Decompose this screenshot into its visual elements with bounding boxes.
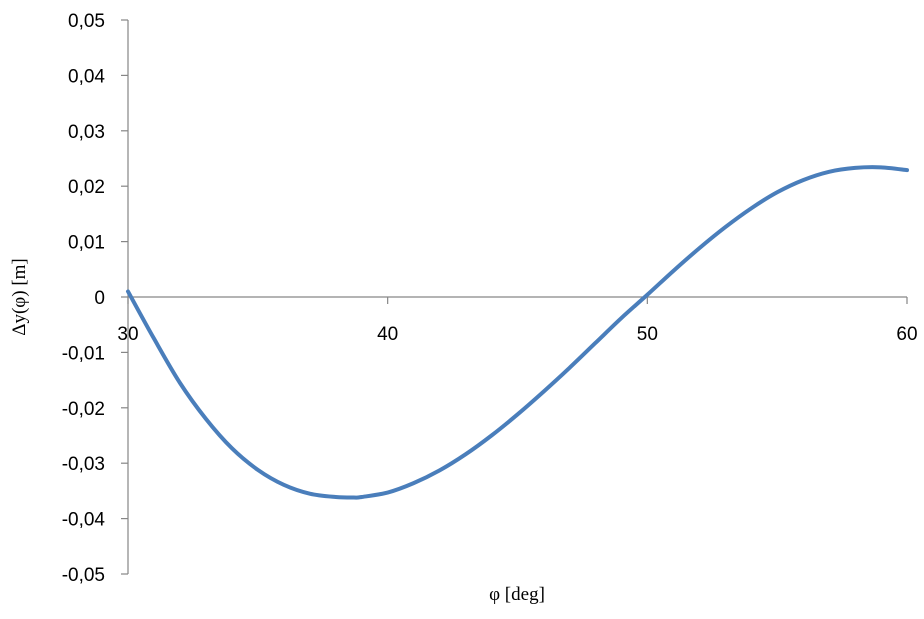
x-axis-title: φ [deg] [489, 584, 545, 605]
y-tick-label: 0,04 [68, 66, 105, 87]
y-tick-label: -0,05 [62, 565, 105, 586]
series-line [126, 165, 909, 500]
y-tick-label: 0 [94, 288, 105, 309]
y-tick-label: -0,01 [62, 343, 105, 364]
x-axis: 30 40 50 60 [117, 296, 918, 345]
y-tick-label: -0,03 [62, 454, 105, 475]
y-tick-label: 0,03 [68, 122, 105, 143]
x-tick-label: 40 [377, 324, 398, 345]
y-tick-label: -0,04 [62, 510, 106, 531]
y-tick-label: 0,02 [68, 177, 105, 198]
x-tick-label: 30 [117, 324, 138, 345]
y-tick-label: 0,01 [68, 233, 105, 254]
x-tick-label: 60 [896, 324, 917, 345]
y-axis-title: Δy(φ) [m] [9, 258, 30, 336]
y-tick-label: -0,02 [62, 399, 105, 420]
series-layer [126, 165, 909, 500]
y-tick-label: 0,05 [68, 11, 105, 32]
y-axis: 0,05 0,04 0,03 0,02 0,01 0 -0,01 -0,02 -0,03 -0,0… [62, 11, 129, 586]
x-tick-label: 50 [637, 324, 658, 345]
